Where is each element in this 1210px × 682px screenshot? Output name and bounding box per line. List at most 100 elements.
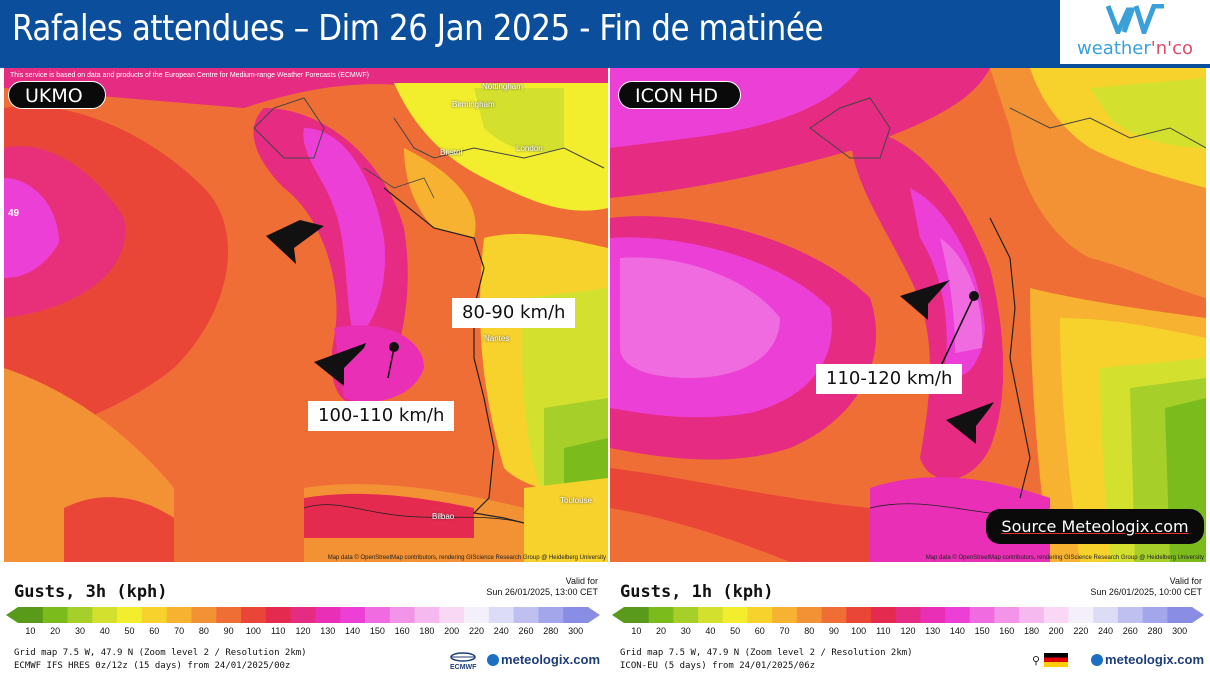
scale-swatch xyxy=(389,607,416,623)
meteologix-icon xyxy=(487,653,500,666)
scale-swatch xyxy=(364,607,391,623)
scale-swatch xyxy=(945,607,971,623)
scale-tick-label: 80 xyxy=(198,626,209,636)
scale-swatch xyxy=(1068,607,1094,623)
scale-swatch xyxy=(191,607,217,623)
scale-tick-label: 240 xyxy=(1098,626,1114,636)
scale-tick-label: 220 xyxy=(1073,626,1089,636)
color-scale-ticks: 10 20 30 40 50 60 70 80 90 100 110 120 130 140 150 160 1… xyxy=(6,626,600,638)
scale-tick-label: 100 xyxy=(245,626,261,636)
scale-swatch xyxy=(698,607,724,623)
scale-tick-label: 10 xyxy=(25,626,36,636)
scale-swatch xyxy=(166,607,192,623)
scale-swatch xyxy=(290,607,316,623)
scale-swatch xyxy=(315,607,341,623)
grid-info: Grid map 7.5 W, 47.9 N (Zoom level 2 / R… xyxy=(620,648,913,658)
city-label: Nantes xyxy=(484,334,510,343)
valid-time: Sun 26/01/2025, 10:00 CET xyxy=(1090,587,1202,597)
source-text: Source Meteologix.com xyxy=(1001,517,1189,536)
scale-tick-label: 160 xyxy=(999,626,1015,636)
meteologix-logo[interactable]: meteologix.com xyxy=(1091,652,1204,667)
scale-tick-label: 50 xyxy=(124,626,135,636)
ecmwf-logo-text: ECMWF xyxy=(450,664,477,671)
logo-text-nco: 'n'co xyxy=(1150,38,1193,59)
scale-swatch xyxy=(895,607,921,623)
scale-tick-label: 80 xyxy=(804,626,815,636)
scale-tick-label: 260 xyxy=(518,626,534,636)
legend-title: Gusts, 3h (kph) xyxy=(14,582,168,602)
meteologix-icon xyxy=(1091,653,1104,666)
scale-tick-label: 90 xyxy=(223,626,234,636)
legend-title: Gusts, 1h (kph) xyxy=(620,582,774,602)
scale-tick-label: 240 xyxy=(493,626,509,636)
city-label: Nottingham xyxy=(482,82,523,91)
scale-tick-label: 60 xyxy=(149,626,160,636)
legend-ecmwf: Gusts, 3h (kph) Valid for Sun 26/01/2025… xyxy=(0,566,606,682)
scale-swatch xyxy=(340,607,366,623)
scale-swatch xyxy=(513,607,539,623)
scale-tick-label: 120 xyxy=(900,626,916,636)
scale-swatch xyxy=(747,607,773,623)
scale-tick-label: 30 xyxy=(74,626,85,636)
scale-swatch xyxy=(538,607,564,623)
edge-value: 49 xyxy=(8,208,20,219)
scale-tick-label: 30 xyxy=(680,626,691,636)
legend-icon: Gusts, 1h (kph) Valid for Sun 26/01/2025… xyxy=(606,566,1210,682)
scale-tick-label: 70 xyxy=(174,626,185,636)
color-scale-ticks: 10 20 30 40 50 60 70 80 90 100 110 120 130 140 150 160 1… xyxy=(612,626,1204,638)
scale-tick-label: 130 xyxy=(925,626,941,636)
source-badge: Source Meteologix.com xyxy=(986,509,1204,544)
scale-swatch xyxy=(439,607,465,623)
scale-arrow-left xyxy=(6,607,18,623)
scale-tick-label: 100 xyxy=(851,626,867,636)
ecmwf-logo[interactable]: ECMWF xyxy=(450,652,476,671)
color-scale-bar xyxy=(6,607,600,623)
scale-swatch xyxy=(265,607,292,623)
meteologix-text: meteologix.com xyxy=(1105,652,1204,667)
model-run-info: ECMWF IFS HRES 0z/12z (15 days) from 24/… xyxy=(14,661,291,671)
scale-tick-label: 20 xyxy=(50,626,61,636)
color-scale-bar xyxy=(612,607,1204,623)
gust-range-label: 80-90 km/h xyxy=(452,298,576,328)
scale-swatch xyxy=(1167,607,1193,623)
scale-swatch xyxy=(920,607,946,623)
city-label: London xyxy=(516,144,543,153)
scale-swatch xyxy=(1019,607,1045,623)
grid-info: Grid map 7.5 W, 47.9 N (Zoom level 2 / R… xyxy=(14,648,307,658)
gust-field-left xyxy=(4,68,608,562)
meteologix-logo[interactable]: meteologix.com xyxy=(487,652,600,667)
logo-text: weather'n'co xyxy=(1060,38,1210,59)
scale-swatch xyxy=(1043,607,1070,623)
scale-tick-label: 200 xyxy=(1048,626,1064,636)
scale-swatch xyxy=(117,607,143,623)
scale-arrow-right xyxy=(588,607,600,623)
valid-for-label: Valid for xyxy=(565,576,598,586)
scale-tick-label: 120 xyxy=(295,626,311,636)
ukmo-gust-map[interactable]: This service is based on data and produc… xyxy=(4,68,608,562)
scale-tick-label: 180 xyxy=(419,626,435,636)
logo-mark-icon xyxy=(1106,4,1164,34)
scale-swatch xyxy=(216,607,242,623)
page-title: Rafales attendues – Dim 26 Jan 2025 - Fi… xyxy=(12,8,824,49)
valid-time-block: Valid for Sun 26/01/2025, 10:00 CET xyxy=(1090,576,1202,598)
scale-swatch xyxy=(1142,607,1168,623)
scale-swatch xyxy=(563,607,589,623)
gust-field-right xyxy=(610,68,1206,562)
scale-tick-label: 40 xyxy=(705,626,716,636)
weatherandco-logo[interactable]: weather'n'co xyxy=(1060,0,1210,64)
scale-tick-label: 150 xyxy=(974,626,990,636)
scale-tick-label: 140 xyxy=(345,626,361,636)
model-label-icon-hd: ICON HD xyxy=(618,81,741,109)
scale-swatch xyxy=(722,607,748,623)
scale-swatch xyxy=(673,607,699,623)
scale-swatch xyxy=(1117,607,1144,623)
city-label: Bristol xyxy=(440,148,463,157)
dwd-badge: ⚲ xyxy=(1032,653,1069,667)
scale-swatch xyxy=(969,607,995,623)
scale-tick-label: 220 xyxy=(468,626,484,636)
scale-tick-label: 50 xyxy=(730,626,741,636)
logo-text-weather: weather xyxy=(1077,38,1151,59)
scale-tick-label: 110 xyxy=(271,626,286,636)
icon-hd-gust-map[interactable]: ICON HD 110-120 km/h Map data © OpenStre… xyxy=(610,68,1206,562)
scale-tick-label: 280 xyxy=(543,626,559,636)
